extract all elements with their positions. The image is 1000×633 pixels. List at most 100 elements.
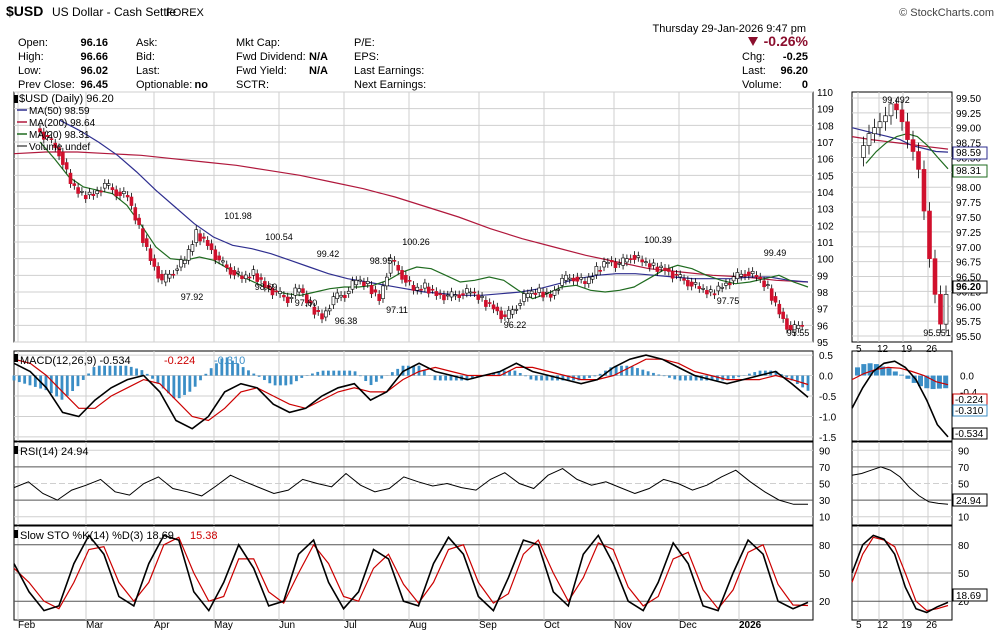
candle-body	[567, 277, 572, 280]
quote-label: P/E:	[354, 37, 375, 49]
candle-body	[72, 183, 77, 186]
x-tick-label: Sep	[479, 620, 497, 631]
candle-body	[163, 273, 168, 283]
small-candle-body	[921, 169, 927, 212]
candle-body	[263, 281, 267, 288]
macd-histogram-bar	[577, 375, 581, 381]
macd-histogram-bar	[620, 365, 623, 376]
macd-histogram-bar	[470, 375, 474, 380]
candle-body	[621, 257, 625, 266]
candle-body	[392, 260, 397, 262]
candle-body	[156, 266, 160, 279]
candle-body	[548, 293, 553, 298]
price-annotation: 100.26	[402, 237, 430, 247]
price-annotation: 97.75	[717, 296, 740, 306]
candle-body	[800, 325, 804, 327]
x-tick-label: Aug	[409, 620, 427, 631]
quote-label: Open:	[18, 37, 48, 49]
candle-body	[217, 255, 221, 261]
y-tick-label: 95	[817, 338, 829, 349]
price-annotation: 97.92	[181, 292, 204, 302]
macd-histogram-bar	[257, 375, 261, 377]
candle-body	[617, 263, 622, 265]
small-rsi-tick: 70	[958, 463, 970, 474]
price-annotation: 95.55	[787, 328, 810, 338]
small-macd-value-box	[952, 427, 988, 440]
small-value-box	[952, 146, 988, 160]
small-macd-bar	[911, 375, 917, 383]
y-tick-label: 96	[817, 321, 829, 332]
candle-body	[484, 300, 488, 307]
quote-value: 96.02	[80, 65, 108, 77]
candle-body	[762, 280, 766, 288]
candle-body	[670, 271, 675, 279]
candle-body	[377, 293, 381, 301]
macd-histogram-bar	[753, 372, 757, 376]
macd-histogram-bar	[225, 357, 229, 376]
datetime: Thursday 29-Jan-2026 9:47 pm	[653, 23, 806, 35]
quote-label: Ask:	[136, 37, 157, 49]
macd-histogram-bar	[311, 373, 314, 376]
macd-histogram-bar	[316, 371, 320, 376]
candle-body	[510, 309, 515, 315]
y-tick-label: 108	[817, 121, 834, 132]
small-macd-value: -0.310	[955, 406, 984, 417]
macd-histogram-bar	[668, 375, 671, 378]
small-macd-bar	[899, 374, 905, 376]
candle-body	[514, 309, 519, 311]
small-value-box	[952, 280, 988, 294]
small-macd-bar	[930, 375, 936, 390]
candle-body	[125, 195, 130, 198]
macd-histogram-bar	[652, 372, 655, 376]
macd-y-tick: -0.5	[819, 392, 837, 403]
candle-body	[64, 162, 69, 170]
quote-label: Next Earnings:	[354, 79, 426, 91]
candle-body	[701, 288, 705, 290]
price-annotation: 98.95	[370, 256, 393, 266]
macd-histogram-bar	[71, 375, 75, 391]
x-tick-label: Jul	[344, 620, 357, 631]
rsi-y-tick: 50	[819, 480, 831, 491]
candle-body	[602, 261, 606, 268]
macd-histogram-bar	[593, 375, 597, 377]
x-tick-label: Oct	[544, 620, 560, 631]
small-value-label: 98.31	[956, 166, 981, 177]
candle-body	[411, 285, 416, 291]
macd-histogram-bar	[497, 370, 501, 376]
candle-body	[457, 294, 462, 298]
candle-body	[735, 272, 740, 279]
small-y-tick: 99.50	[956, 94, 981, 105]
quote-label: Mkt Cap:	[236, 37, 280, 49]
candle-body	[442, 294, 446, 301]
macd-histogram-bar	[636, 368, 639, 376]
candle-body	[171, 273, 176, 276]
small-x-tick: 19	[901, 344, 913, 355]
macd-histogram-bar	[689, 375, 693, 381]
macd-histogram-bar	[103, 365, 106, 376]
candle-body	[640, 259, 644, 263]
macd-histogram-bar	[167, 375, 170, 394]
small-y-tick: 98.75	[956, 139, 981, 150]
small-candle-body	[872, 127, 877, 134]
candle-body	[255, 273, 260, 282]
macd-histogram-bar	[300, 375, 304, 378]
macd-histogram-bar	[65, 375, 69, 396]
sto-y-tick: 80	[819, 541, 831, 552]
candle-body	[106, 183, 111, 186]
macd-histogram-bar	[582, 375, 586, 380]
candle-body	[243, 274, 248, 279]
quote-label: Last Earnings:	[354, 65, 424, 77]
candle-body	[526, 293, 530, 298]
small-macd-bar	[855, 367, 860, 376]
candle-body	[537, 287, 542, 293]
quote-label: Fwd Dividend:	[236, 51, 306, 63]
small-macd-tick: -0.4	[960, 388, 978, 399]
candle-body	[560, 278, 564, 286]
macd-line	[13, 354, 809, 430]
small-candle-body	[883, 115, 888, 123]
candle-body	[76, 187, 80, 194]
sto-legend-k: Slow STO %K(14) %D(3) 18.69	[20, 530, 174, 542]
macd-histogram-bar	[172, 375, 176, 399]
candle-body	[160, 273, 164, 281]
macd-histogram-bar	[140, 370, 144, 376]
